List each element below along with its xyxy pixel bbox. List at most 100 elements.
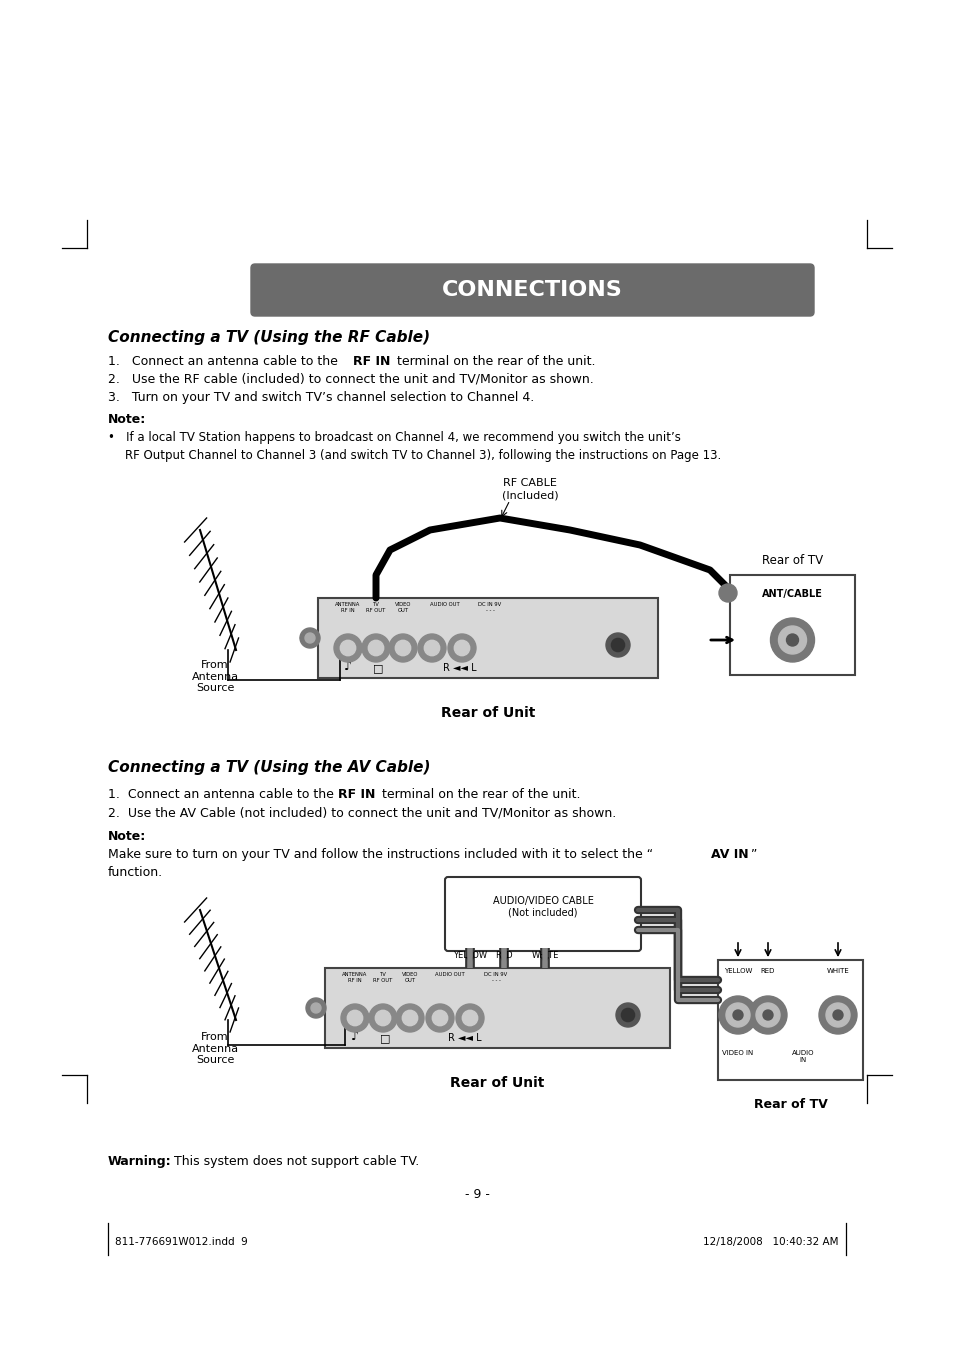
Text: DC IN 9V
- - -: DC IN 9V - - - [477, 603, 501, 613]
Bar [729, 576, 854, 676]
Text: DC IN 9V
- - -: DC IN 9V - - - [484, 971, 507, 982]
Circle shape [611, 639, 624, 651]
Text: TV
RF OUT: TV RF OUT [373, 971, 393, 982]
Circle shape [361, 634, 390, 662]
Text: Note:: Note: [108, 830, 146, 843]
Circle shape [417, 634, 446, 662]
Text: RF Output Channel to Channel 3 (and switch TV to Channel 3), following the instr: RF Output Channel to Channel 3 (and swit… [125, 449, 720, 462]
Circle shape [770, 617, 814, 662]
Circle shape [375, 1011, 391, 1025]
Circle shape [426, 1004, 454, 1032]
Text: From
Antenna
Source: From Antenna Source [192, 661, 238, 693]
Text: Connecting a TV (Using the AV Cable): Connecting a TV (Using the AV Cable) [108, 761, 430, 775]
Circle shape [620, 1008, 634, 1021]
Circle shape [456, 1004, 483, 1032]
Text: WHITE: WHITE [531, 951, 558, 961]
Circle shape [762, 1011, 772, 1020]
Circle shape [402, 1011, 417, 1025]
Circle shape [818, 996, 856, 1034]
Circle shape [395, 1004, 423, 1032]
Circle shape [340, 1004, 369, 1032]
Text: RED: RED [760, 969, 775, 974]
Text: □: □ [379, 1034, 390, 1043]
Circle shape [462, 1011, 477, 1025]
Text: 2.  Use the AV Cable (not included) to connect the unit and TV/Monitor as shown.: 2. Use the AV Cable (not included) to co… [108, 807, 616, 819]
Text: 2.   Use the RF cable (included) to connect the unit and TV/Monitor as shown.: 2. Use the RF cable (included) to connec… [108, 373, 593, 386]
Text: AUDIO OUT: AUDIO OUT [430, 603, 459, 607]
Text: ♪: ♪ [351, 1029, 358, 1043]
Circle shape [719, 996, 757, 1034]
Circle shape [616, 1002, 639, 1027]
Text: RF IN: RF IN [353, 355, 390, 367]
Circle shape [340, 640, 355, 655]
Circle shape [306, 998, 326, 1019]
Text: AUDIO
IN: AUDIO IN [791, 1050, 814, 1063]
Circle shape [368, 640, 383, 655]
Circle shape [369, 1004, 396, 1032]
Text: R ◄◄ L: R ◄◄ L [448, 1034, 481, 1043]
Text: 1.  Connect an antenna cable to the: 1. Connect an antenna cable to the [108, 788, 337, 801]
Text: ”: ” [750, 848, 757, 861]
Circle shape [605, 634, 629, 657]
Circle shape [299, 628, 319, 648]
Text: This system does not support cable TV.: This system does not support cable TV. [170, 1155, 418, 1169]
Circle shape [389, 634, 416, 662]
Text: R ◄◄ L: R ◄◄ L [443, 663, 476, 673]
Text: Note:: Note: [108, 413, 146, 426]
Text: VIDEO IN: VIDEO IN [721, 1050, 753, 1056]
Text: VIDEO
OUT: VIDEO OUT [395, 603, 411, 613]
Text: 1.   Connect an antenna cable to the: 1. Connect an antenna cable to the [108, 355, 341, 367]
Text: Connecting a TV (Using the RF Cable): Connecting a TV (Using the RF Cable) [108, 330, 430, 345]
Text: WHITE: WHITE [825, 969, 848, 974]
Text: Rear of TV: Rear of TV [753, 1098, 826, 1111]
Text: TV
RF OUT: TV RF OUT [366, 603, 385, 613]
Text: •   If a local TV Station happens to broadcast on Channel 4, we recommend you sw: • If a local TV Station happens to broad… [108, 431, 680, 444]
Text: VIDEO
OUT: VIDEO OUT [401, 971, 417, 982]
Text: AUDIO/VIDEO CABLE
(Not included): AUDIO/VIDEO CABLE (Not included) [492, 896, 593, 917]
Circle shape [311, 1002, 320, 1013]
Text: Rear of Unit: Rear of Unit [450, 1075, 544, 1090]
Circle shape [825, 1002, 849, 1027]
Circle shape [725, 1002, 749, 1027]
Text: ANT/CABLE: ANT/CABLE [761, 589, 822, 598]
Text: Rear of TV: Rear of TV [761, 554, 822, 567]
Text: Rear of Unit: Rear of Unit [440, 707, 535, 720]
Text: 811-776691W012.indd  9: 811-776691W012.indd 9 [115, 1238, 248, 1247]
Text: 3.   Turn on your TV and switch TV’s channel selection to Channel 4.: 3. Turn on your TV and switch TV’s chann… [108, 390, 534, 404]
Text: ANTENNA
RF IN: ANTENNA RF IN [335, 603, 360, 613]
Circle shape [755, 1002, 780, 1027]
Circle shape [732, 1011, 742, 1020]
Text: Make sure to turn on your TV and follow the instructions included with it to sel: Make sure to turn on your TV and follow … [108, 848, 653, 861]
Text: From
Antenna
Source: From Antenna Source [192, 1032, 238, 1065]
Circle shape [424, 640, 439, 655]
FancyBboxPatch shape [444, 877, 640, 951]
Text: AUDIO OUT: AUDIO OUT [435, 971, 464, 977]
Text: terminal on the rear of the unit.: terminal on the rear of the unit. [393, 355, 595, 367]
Text: □: □ [373, 663, 383, 673]
Text: Warning:: Warning: [108, 1155, 172, 1169]
Text: ♪: ♪ [344, 661, 352, 673]
Text: YELLOW: YELLOW [453, 951, 487, 961]
Text: RED: RED [495, 951, 513, 961]
Circle shape [748, 996, 786, 1034]
Circle shape [454, 640, 469, 655]
Text: AV IN: AV IN [710, 848, 748, 861]
Text: RF CABLE
(Included): RF CABLE (Included) [501, 478, 558, 500]
FancyBboxPatch shape [317, 598, 658, 678]
Text: function.: function. [108, 866, 163, 880]
Circle shape [305, 634, 314, 643]
Circle shape [785, 634, 798, 646]
Text: ANTENNA
RF IN: ANTENNA RF IN [342, 971, 367, 982]
Circle shape [334, 634, 361, 662]
Circle shape [778, 626, 805, 654]
Circle shape [395, 640, 411, 655]
Circle shape [719, 584, 737, 603]
Text: terminal on the rear of the unit.: terminal on the rear of the unit. [377, 788, 579, 801]
Text: - 9 -: - 9 - [464, 1188, 489, 1201]
Text: 12/18/2008   10:40:32 AM: 12/18/2008 10:40:32 AM [702, 1238, 838, 1247]
Bar [718, 961, 862, 1079]
FancyBboxPatch shape [251, 263, 813, 316]
Circle shape [832, 1011, 842, 1020]
FancyBboxPatch shape [325, 969, 669, 1048]
Circle shape [432, 1011, 447, 1025]
